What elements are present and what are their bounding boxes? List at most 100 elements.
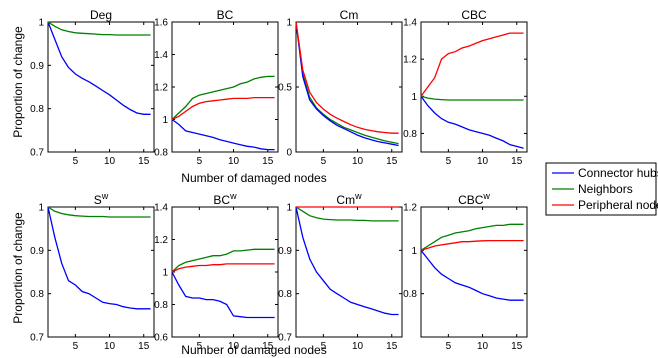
x-tick-label: 15 [386, 156, 398, 167]
x-tick-label: 10 [228, 341, 240, 352]
y-tick-label: 0.8 [278, 289, 292, 300]
y-tick-label: 1.2 [403, 203, 417, 214]
y-tick-label: 0.8 [154, 148, 168, 159]
x-tick-label: 15 [138, 156, 150, 167]
y-tick-label: 0.5 [278, 83, 292, 94]
panel-title: CBC [461, 8, 487, 22]
series-line-neighbors [171, 248, 275, 273]
legend-label-connector-hubs: Connector hubs [578, 166, 658, 180]
series-line-peripheral-nodes [420, 239, 524, 251]
y-tick-label: 0.8 [403, 129, 417, 140]
legend: Connector hubs Neighbors Peripheral node… [545, 162, 658, 216]
chart-panel-8: 0.8 1 1.2 5 10 15 CBCw [403, 191, 528, 352]
series-line-neighbors [295, 21, 399, 145]
legend-label-neighbors: Neighbors [578, 182, 633, 196]
y-tick-label: 1.2 [154, 83, 168, 94]
y-tick-label: 1 [411, 92, 417, 103]
y-tick-label: 0.8 [154, 300, 168, 311]
legend-label-peripheral-nodes: Peripheral nodes [578, 198, 658, 212]
x-tick-label: 10 [104, 341, 116, 352]
x-tick-label: 15 [262, 341, 274, 352]
series-line-connector-hubs [171, 271, 275, 319]
axes-box [420, 206, 528, 338]
x-tick-label: 5 [73, 341, 79, 352]
x-axis-label-bottom: Number of damaged nodes [181, 343, 326, 357]
panel-title: Deg [90, 8, 112, 22]
series-line-connector-hubs [295, 21, 399, 147]
y-tick-label: 1 [286, 18, 292, 29]
series-line-neighbors [420, 223, 524, 251]
chart-panel-6: 0.6 0.8 1 1.2 1.4 5 10 15 BCw [154, 191, 279, 352]
y-tick-label: 1 [162, 115, 168, 126]
chart-panel-4: 0.8 1 1.2 1.4 5 10 15 CBC [403, 8, 528, 167]
y-tick-label: 0.7 [30, 148, 44, 159]
series-line-connector-hubs [420, 95, 524, 149]
panel-title: CBCw [458, 191, 490, 207]
axes-box [420, 21, 528, 153]
y-tick-label: 1 [38, 18, 44, 29]
x-tick-label: 10 [477, 156, 489, 167]
y-tick-label: 1 [411, 246, 417, 257]
x-tick-label: 15 [138, 341, 150, 352]
axes-box [47, 206, 155, 338]
y-tick-label: 1 [38, 203, 44, 214]
x-tick-label: 5 [73, 156, 79, 167]
x-tick-label: 5 [446, 341, 452, 352]
series-line-neighbors [295, 206, 399, 222]
x-tick-label: 15 [262, 156, 274, 167]
series-line-peripheral-nodes [171, 96, 275, 121]
y-axis-label-top: Proportion of change [11, 26, 25, 138]
y-tick-label: 0.6 [154, 333, 168, 344]
series-line-neighbors [171, 75, 275, 120]
series-line-connector-hubs [295, 206, 399, 316]
x-tick-label: 15 [386, 341, 398, 352]
series-line-neighbors [47, 206, 151, 218]
y-tick-label: 0.9 [30, 246, 44, 257]
x-tick-label: 15 [511, 156, 523, 167]
x-tick-label: 10 [104, 156, 116, 167]
x-tick-label: 5 [446, 156, 452, 167]
y-tick-label: 0.8 [30, 289, 44, 300]
y-tick-label: 1.4 [154, 203, 168, 214]
series-line-connector-hubs [47, 206, 151, 310]
x-tick-label: 5 [321, 156, 327, 167]
series-line-neighbors [420, 95, 524, 101]
y-tick-label: 0.7 [30, 333, 44, 344]
axes-box [295, 206, 403, 338]
y-tick-label: 0 [286, 148, 292, 159]
y-tick-label: 0.7 [278, 333, 292, 344]
series-line-peripheral-nodes [295, 21, 399, 134]
y-tick-label: 0.9 [278, 246, 292, 257]
x-tick-label: 5 [321, 341, 327, 352]
series-line-connector-hubs [171, 118, 275, 151]
series-line-connector-hubs [47, 21, 151, 115]
series-line-neighbors [47, 21, 151, 36]
x-tick-label: 5 [197, 341, 203, 352]
y-tick-label: 0.8 [30, 104, 44, 115]
x-tick-label: 10 [352, 156, 364, 167]
axes-box [171, 206, 279, 338]
chart-panel-2: 0.8 1 1.2 1.4 1.6 5 10 15 BC [154, 8, 279, 167]
y-axis-label-bottom: Proportion of change [11, 212, 25, 324]
series-line-peripheral-nodes [171, 263, 275, 273]
x-tick-label: 10 [228, 156, 240, 167]
series-line-connector-hubs [420, 249, 524, 301]
axes-box [171, 21, 279, 153]
y-tick-label: 1.4 [403, 18, 417, 29]
series-line-peripheral-nodes [420, 32, 524, 97]
panel-title: Sw [94, 191, 109, 207]
y-tick-label: 1 [286, 203, 292, 214]
y-tick-label: 1.4 [154, 50, 168, 61]
x-tick-label: 15 [511, 341, 523, 352]
panel-title: BC [217, 8, 234, 22]
panel-title: Cm [340, 8, 359, 22]
y-tick-label: 1.6 [154, 18, 168, 29]
panel-title: BCw [213, 191, 237, 207]
y-tick-label: 1 [162, 268, 168, 279]
